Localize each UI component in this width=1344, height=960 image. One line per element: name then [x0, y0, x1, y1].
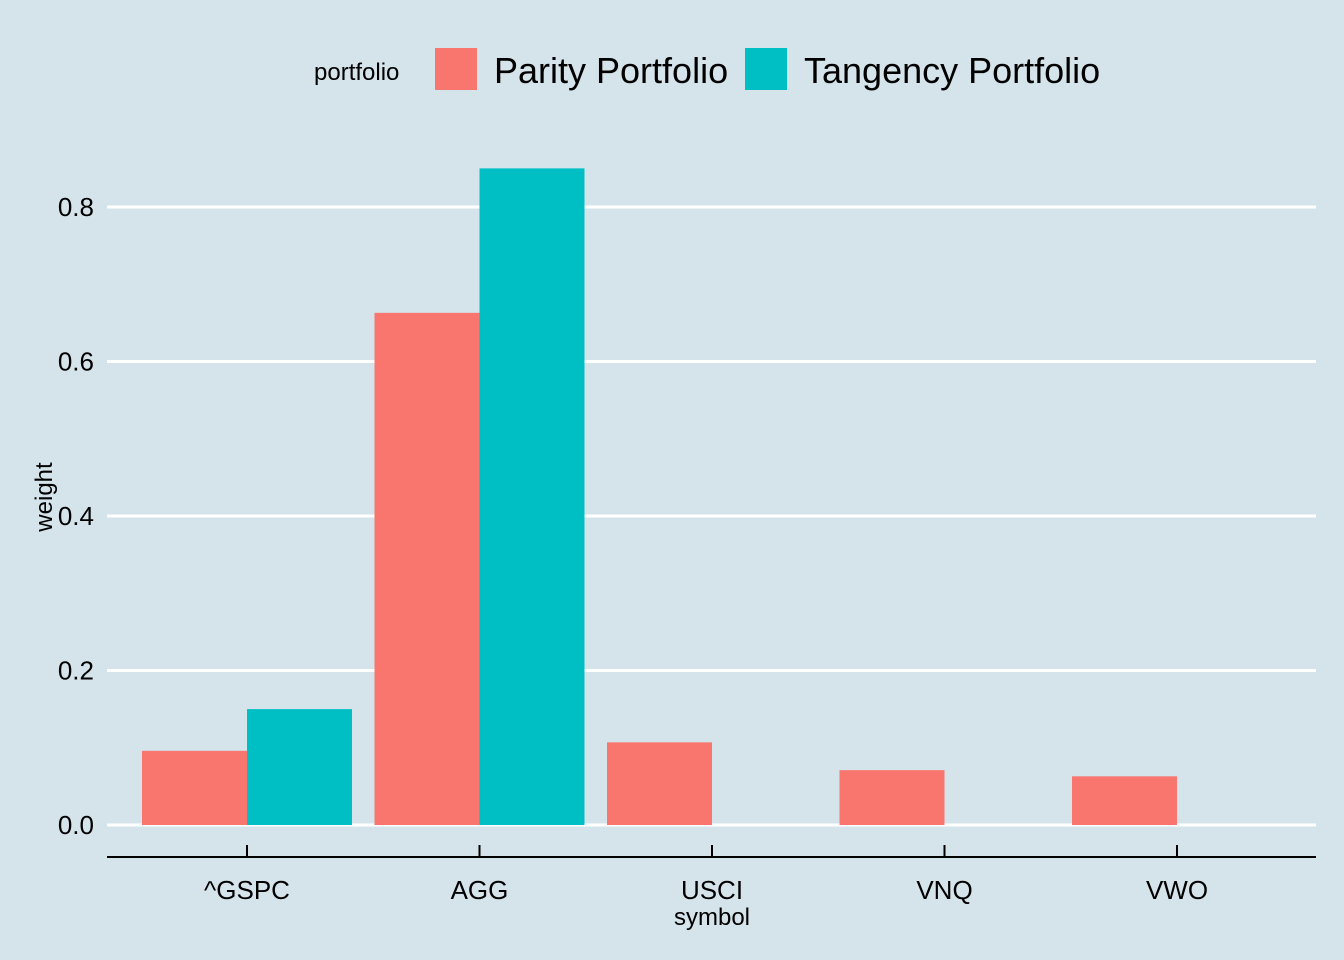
x-tick-label: USCI: [681, 875, 743, 905]
legend-key-tangency: [745, 48, 787, 90]
bar-tangency: [247, 709, 352, 825]
legend-label: Tangency Portfolio: [804, 50, 1100, 91]
x-axis-ticks: ^GSPC AGG USCI VNQ VWO: [204, 845, 1208, 905]
x-axis-title: symbol: [674, 904, 750, 931]
bar-parity: [607, 742, 712, 825]
y-tick-label: 0.2: [58, 656, 94, 686]
y-tick-label: 0.4: [58, 501, 94, 531]
bar-parity: [142, 750, 247, 825]
bar-parity: [374, 312, 480, 825]
x-tick-label: ^GSPC: [204, 875, 290, 905]
legend-label: Parity Portfolio: [494, 50, 728, 91]
y-tick-label: 0.6: [58, 347, 94, 377]
legend-title: portfolio: [314, 59, 399, 86]
bar-parity: [1072, 776, 1177, 825]
legend-key-parity: [435, 48, 477, 90]
bar-tangency: [479, 168, 585, 825]
legend: portfolio Parity Portfolio Tangency Portf…: [314, 48, 1100, 91]
y-tick-label: 0.8: [58, 192, 94, 222]
y-axis-title: weight: [31, 462, 58, 533]
bars: [142, 168, 1177, 825]
x-tick-label: VWO: [1146, 875, 1208, 905]
x-tick-label: AGG: [451, 875, 509, 905]
y-axis-ticks: 0.0 0.2 0.4 0.6 0.8: [58, 192, 94, 840]
bar-parity: [839, 770, 945, 825]
x-tick-label: VNQ: [916, 875, 972, 905]
y-tick-label: 0.0: [58, 810, 94, 840]
